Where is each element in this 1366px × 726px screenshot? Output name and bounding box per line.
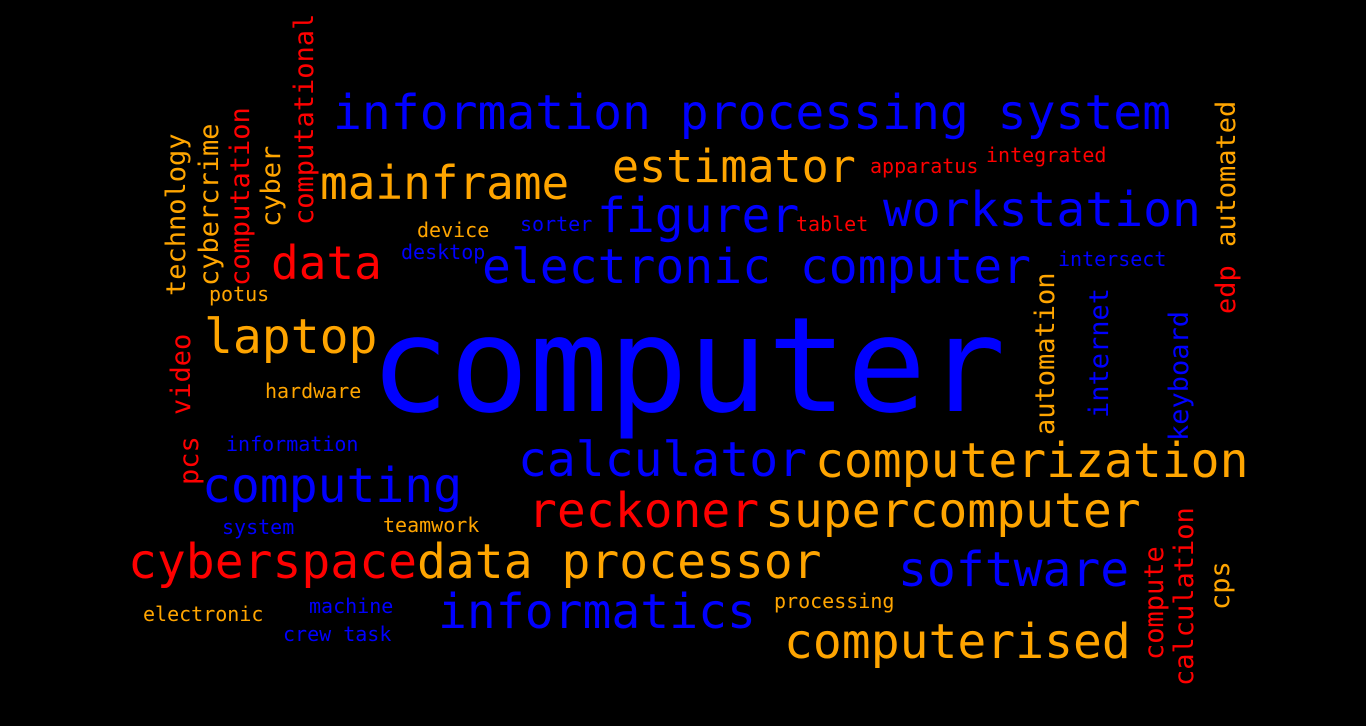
word-cyber: cyber <box>256 145 287 227</box>
word-computerization: computerization <box>815 433 1249 489</box>
word-tablet: tablet <box>796 212 869 236</box>
word-automated: automated <box>1211 100 1242 247</box>
word-data: data <box>271 236 382 290</box>
word-supercomputer: supercomputer <box>765 483 1141 539</box>
word-mainframe: mainframe <box>320 156 570 210</box>
word-calculator: calculator <box>518 432 807 488</box>
word-electronic-computer: electronic computer <box>482 239 1032 295</box>
word-machine: machine <box>309 594 394 618</box>
word-cybercrime: cybercrime <box>194 123 225 286</box>
word-potus: potus <box>209 282 270 306</box>
word-integrated: integrated <box>986 143 1107 167</box>
word-workstation: workstation <box>883 182 1201 238</box>
word-computation: computation <box>225 107 256 286</box>
word-figurer: figurer <box>597 188 800 244</box>
word-software: software <box>898 542 1130 598</box>
word-estimator: estimator <box>612 140 856 193</box>
word-information-processing-system: information processing system <box>333 85 1172 141</box>
word-pcs: pcs <box>174 436 205 485</box>
word-edp: edp <box>1211 265 1242 314</box>
word-computer: computer <box>370 289 1006 443</box>
word-electronic: electronic <box>143 602 264 626</box>
word-cyberspace: cyberspace <box>128 534 417 590</box>
word-teamwork: teamwork <box>383 513 480 537</box>
word-calculation: calculation <box>1169 507 1200 686</box>
word-information: information <box>226 432 359 456</box>
word-device: device <box>417 218 490 242</box>
word-hardware: hardware <box>265 379 362 403</box>
word-keyboard: keyboard <box>1164 310 1195 441</box>
word-internet: internet <box>1084 287 1115 418</box>
word-computing: computing <box>202 458 463 514</box>
word-sorter: sorter <box>520 212 593 236</box>
word-cps: cps <box>1205 561 1236 610</box>
word-desktop: desktop <box>401 240 486 264</box>
word-informatics: informatics <box>438 584 756 640</box>
word-crew-task: crew task <box>283 622 392 646</box>
word-processing: processing <box>774 589 895 613</box>
word-technology: technology <box>161 133 192 296</box>
word-intersect: intersect <box>1058 247 1167 271</box>
word-video: video <box>166 333 197 415</box>
word-system: system <box>222 515 295 539</box>
word-computational: computational <box>289 13 320 225</box>
word-reckoner: reckoner <box>528 483 760 539</box>
word-automation: automation <box>1030 272 1061 435</box>
word-data-processor: data processor <box>417 534 822 590</box>
word-computerised: computerised <box>784 614 1131 670</box>
word-apparatus: apparatus <box>870 154 979 178</box>
word-laptop: laptop <box>204 309 378 365</box>
word-compute: compute <box>1139 546 1170 660</box>
